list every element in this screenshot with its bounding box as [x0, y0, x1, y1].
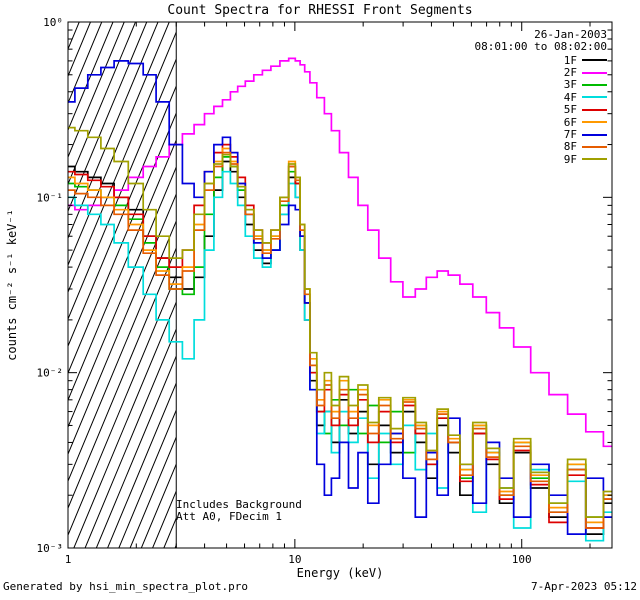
footer-timestamp: 7-Apr-2023 05:12 [531, 580, 637, 593]
legend-label: 3F [563, 78, 577, 92]
legend-line-sample [582, 145, 607, 148]
legend-item-6F: 6F [563, 115, 607, 129]
legend-line-sample [582, 96, 607, 99]
legend-line-sample [582, 83, 607, 86]
legend-line-sample [582, 121, 607, 124]
legend-item-1F: 1F [563, 53, 607, 67]
svg-text:1: 1 [65, 553, 72, 566]
svg-text:100: 100 [512, 553, 532, 566]
legend-label: 4F [563, 90, 577, 104]
hatched-low-energy-region [68, 22, 177, 548]
legend: 1F 2F 3F 4F 5F 6F 7F 8F 9F [564, 54, 607, 166]
legend-item-3F: 3F [563, 78, 607, 92]
legend-label: 8F [563, 140, 577, 154]
legend-line-sample [582, 71, 607, 74]
legend-label: 2F [563, 66, 577, 80]
axis-ticks [67, 21, 612, 549]
y-axis-label: counts cm⁻² s⁻¹ keV⁻¹ [5, 209, 19, 361]
plot-frame [67, 21, 613, 549]
legend-label: 6F [563, 115, 577, 129]
legend-item-9F: 9F [563, 152, 607, 166]
svg-text:10⁻¹: 10⁻¹ [37, 191, 64, 204]
legend-label: 5F [563, 103, 577, 117]
legend-item-5F: 5F [563, 103, 607, 117]
annotation-attenuator-state: Att A0, FDecim 1 [176, 510, 282, 523]
series-9F [68, 126, 612, 518]
legend-item-4F: 4F [563, 90, 607, 104]
legend-line-sample [582, 133, 607, 136]
legend-line-sample [582, 59, 607, 62]
x-axis-label: Energy (keV) [297, 566, 384, 580]
legend-label: 9F [563, 152, 577, 166]
svg-text:10⁰: 10⁰ [43, 16, 63, 29]
legend-item-2F: 2F [563, 66, 607, 80]
legend-line-sample [582, 158, 607, 161]
observation-date: 26-Jan-2003 [534, 28, 607, 41]
svg-text:10: 10 [288, 553, 301, 566]
svg-text:10⁻³: 10⁻³ [37, 542, 64, 555]
svg-text:10⁻²: 10⁻² [37, 367, 64, 380]
legend-item-7F: 7F [563, 128, 607, 142]
observation-time-range: 08:01:00 to 08:02:00 [474, 40, 607, 53]
generated-by-label: Generated by hsi_min_spectra_plot.pro [3, 580, 249, 593]
axis-tick-labels: 1 10 100 10⁰ 10⁻¹ 10⁻² 10⁻³ [37, 16, 532, 566]
legend-label: 7F [563, 128, 577, 142]
legend-label: 1F [563, 53, 577, 67]
chart-title: Count Spectra for RHESSI Front Segments [167, 3, 473, 18]
legend-line-sample [582, 108, 607, 111]
legend-item-8F: 8F [563, 140, 607, 154]
annotation-includes-background: Includes Background [176, 498, 302, 511]
spectra-series [68, 57, 612, 542]
